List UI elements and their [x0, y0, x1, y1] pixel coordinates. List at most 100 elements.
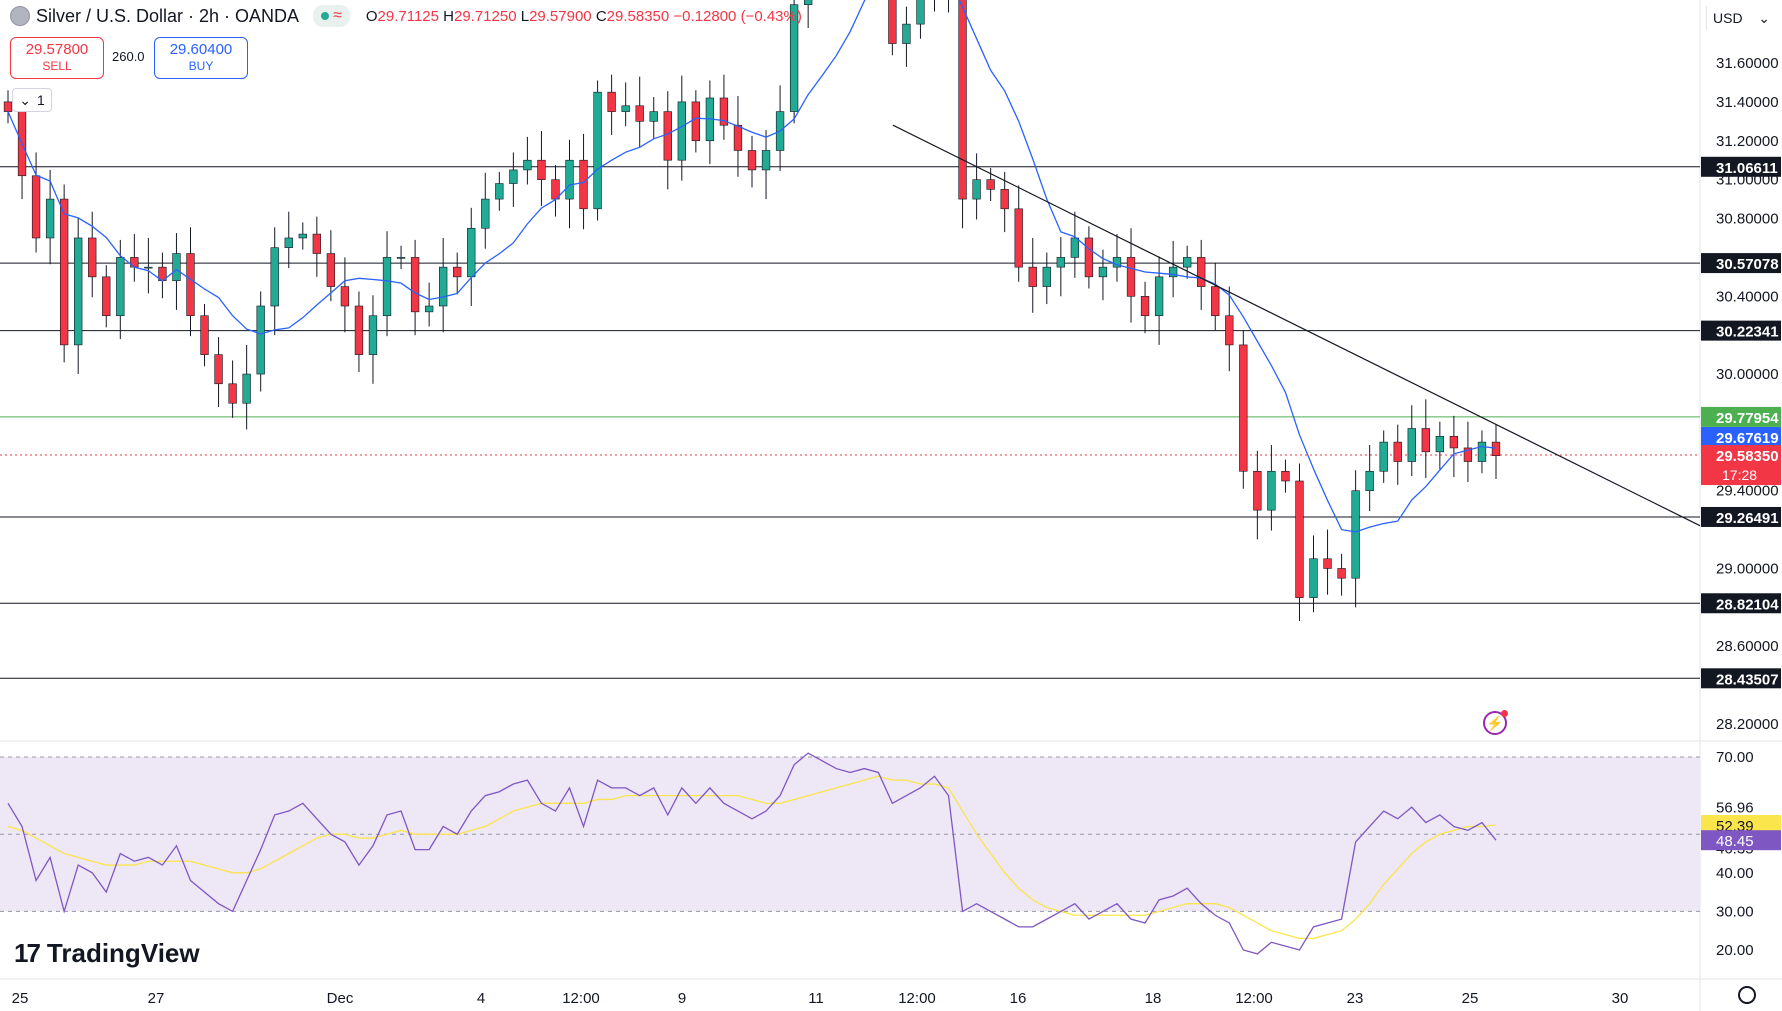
- candle-body: [1042, 266, 1051, 287]
- candle-body: [1337, 568, 1346, 579]
- tradingview-logo[interactable]: 17 TradingView: [14, 938, 200, 969]
- candle-body: [1183, 257, 1192, 268]
- candle-body: [74, 237, 83, 346]
- candle-body: [579, 159, 588, 210]
- price-tick-label: 31.20000: [1716, 133, 1779, 150]
- market-status-pill[interactable]: ≈: [313, 5, 350, 27]
- candle-body: [761, 150, 771, 171]
- time-tick-label: 18: [1145, 990, 1162, 1007]
- candle-body: [116, 257, 125, 317]
- candle-body: [719, 97, 729, 126]
- time-tick-label: 12:00: [898, 990, 936, 1007]
- sell-button[interactable]: 29.57800 SELL: [10, 37, 104, 79]
- rsi-tick-label: 40.00: [1716, 865, 1754, 882]
- candle-body: [424, 305, 434, 313]
- candle-body: [1281, 470, 1290, 482]
- price-tick-label: 31.40000: [1716, 94, 1779, 111]
- level-price-label-bg: [1701, 506, 1781, 527]
- candle-body: [214, 354, 223, 385]
- candle-body: [1211, 286, 1220, 317]
- candle-body: [270, 247, 279, 307]
- candle-body: [495, 183, 504, 200]
- bar-countdown-label: 17:28: [1722, 467, 1757, 483]
- level-price-label: 30.22341: [1716, 324, 1779, 341]
- candle-body: [1491, 441, 1501, 457]
- candle-body: [1295, 480, 1304, 598]
- price-axis-bg: [1700, 0, 1782, 1011]
- price-tick-label: 31.60000: [1716, 55, 1779, 72]
- green-level-label-bg: [1701, 406, 1781, 427]
- level-price-label: 28.82104: [1716, 596, 1779, 613]
- currency-select[interactable]: USD ⌄: [1706, 6, 1776, 30]
- candle-body: [1407, 428, 1416, 462]
- level-price-label-bg: [1701, 253, 1781, 274]
- level-price-label: 29.26491: [1716, 510, 1779, 527]
- time-tick-label: 9: [678, 990, 686, 1007]
- price-tick-label: 30.80000: [1716, 211, 1779, 228]
- candle-body: [312, 233, 321, 254]
- candle-body: [172, 253, 181, 282]
- candle-body: [902, 23, 911, 44]
- candle-body: [1435, 435, 1445, 453]
- ohlc-readout: O29.71125 H29.71250 L29.57900 C29.58350 …: [365, 7, 802, 25]
- candle-body: [396, 257, 406, 259]
- green-level-label: 29.77954: [1716, 410, 1779, 427]
- time-tick-label: 30: [1612, 990, 1629, 1007]
- candle-body: [663, 111, 672, 161]
- candle-body: [453, 266, 462, 278]
- candle-body: [803, 0, 813, 5]
- time-tick-label: 25: [1462, 990, 1479, 1007]
- candle-body: [1253, 470, 1262, 511]
- candle-body: [1112, 257, 1122, 268]
- lightning-icon[interactable]: ⚡: [1483, 710, 1508, 735]
- candle-body: [635, 105, 644, 122]
- candle-body: [31, 175, 41, 239]
- candle-body: [284, 237, 293, 248]
- candle-body: [1056, 257, 1065, 268]
- sell-price: 29.57800: [25, 41, 89, 58]
- candle-body: [326, 253, 336, 287]
- rsi-tick-label: 70.00: [1716, 749, 1754, 766]
- candle-body: [691, 101, 701, 142]
- spread-value: 260.0: [112, 49, 145, 64]
- candle-body: [972, 179, 981, 200]
- candle-body: [1000, 189, 1009, 210]
- candle-body: [368, 315, 378, 355]
- candle-body: [144, 266, 153, 269]
- candle-body: [382, 257, 392, 317]
- rsi-line: [7, 752, 1497, 955]
- symbol-title[interactable]: Silver / U.S. Dollar · 2h · OANDA: [36, 5, 300, 26]
- rsi-value-label-bg: [1701, 830, 1781, 851]
- candle-body: [200, 315, 209, 355]
- candle-body: [242, 373, 251, 404]
- candle-body: [410, 257, 420, 313]
- candle-body: [1351, 490, 1360, 579]
- buy-button[interactable]: 29.60400 BUY: [154, 37, 248, 79]
- rsi-tick-label: 30.00: [1716, 903, 1754, 920]
- settings-icon[interactable]: [1738, 986, 1756, 1004]
- candle-body: [1421, 428, 1430, 453]
- candle-body: [1070, 237, 1080, 258]
- candle-body: [1463, 447, 1473, 462]
- price-tick-label: 28.60000: [1716, 638, 1779, 655]
- candle-body: [537, 159, 546, 180]
- time-tick-label: 4: [477, 990, 485, 1007]
- level-price-label-bg: [1701, 593, 1781, 614]
- candle-body: [1477, 441, 1487, 462]
- level-price-label-bg: [1701, 668, 1781, 689]
- candle-body: [1365, 470, 1374, 492]
- candle-body: [1379, 441, 1388, 472]
- candle-body: [1154, 276, 1164, 317]
- candle-body: [888, 0, 897, 44]
- candle-body: [1140, 295, 1150, 317]
- indicator-collapse-button[interactable]: ⌄ 1: [12, 88, 52, 112]
- wave-icon: ≈: [333, 7, 342, 24]
- candle-body: [733, 124, 743, 151]
- notification-dot-icon: [1501, 710, 1508, 717]
- candle-body: [186, 253, 195, 317]
- price-tick-label: 30.00000: [1716, 366, 1779, 383]
- downtrend-line: [892, 124, 1701, 527]
- chevron-down-icon: ⌄: [19, 91, 31, 108]
- level-price-label: 28.43507: [1716, 671, 1779, 688]
